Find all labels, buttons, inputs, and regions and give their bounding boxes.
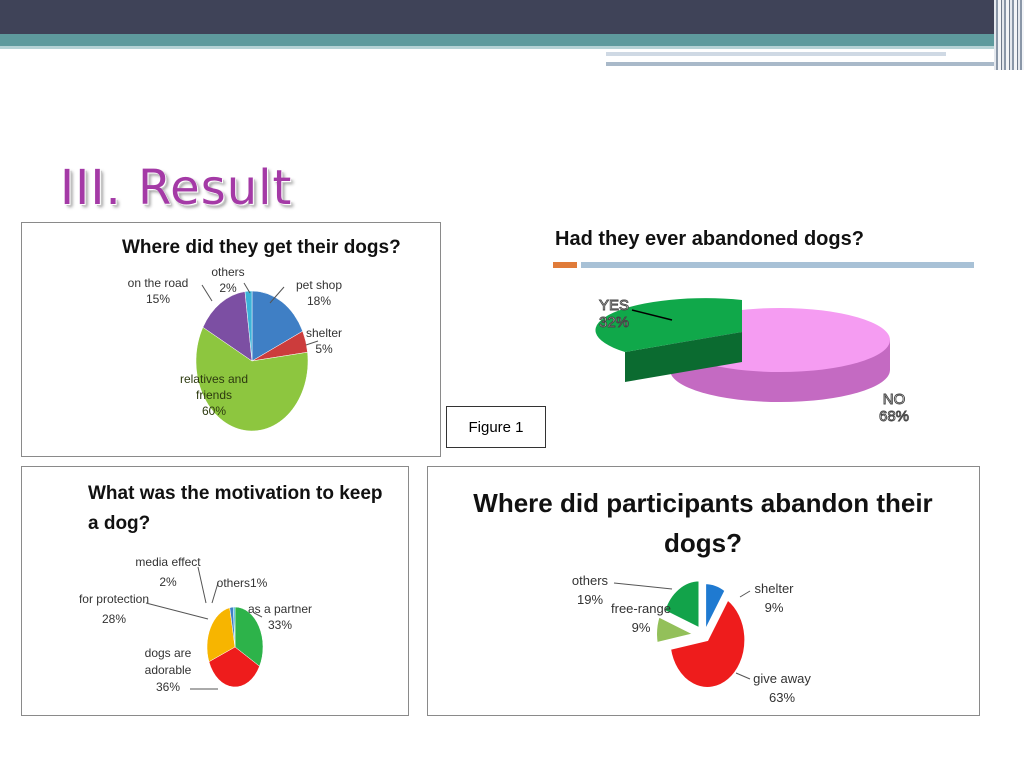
leader-line: [145, 602, 209, 620]
pie-slice-pet-shop: [251, 290, 303, 362]
chart-dog-source-panel: Where did they get their dogs? pet shop 1…: [21, 222, 441, 457]
leader-line: [197, 566, 207, 604]
slice-label-on-the-road: on the road 15%: [128, 276, 189, 306]
leader-line: [739, 590, 751, 598]
slice-label-others: others 19%: [572, 573, 609, 607]
pie-slice-yes-side: [625, 332, 742, 382]
pie-slice-others: [232, 606, 236, 648]
decorative-stripes: [994, 0, 1024, 70]
pie-slice-for-protection: [206, 607, 236, 663]
chart-motivation-panel: What was the motivation to keep a dog? a…: [21, 466, 409, 716]
pie-slice-shelter: [704, 582, 727, 632]
slice-label-give-away: give away 63%: [753, 671, 811, 705]
title-rule-blue: [581, 262, 974, 268]
pie-slice-give-away: [668, 597, 747, 689]
chart-abandon-title: Had they ever abandoned dogs?: [555, 228, 864, 250]
leader-line: [631, 309, 673, 321]
slide-title: III. Result: [60, 160, 293, 216]
chart-dog-source: pet shop 18% shelter 5% relatives and friends…: [128, 265, 342, 432]
pie-slice-others: [662, 579, 701, 631]
leader-line: [201, 284, 213, 302]
chart-abandon: YES 32% NO 68%: [595, 297, 909, 425]
leader-line: [305, 340, 319, 346]
slice-label-pet-shop: pet shop 18%: [296, 278, 342, 308]
accent-strip-lower: [606, 62, 1024, 66]
slice-label-media-effect: media effect 2%: [135, 555, 201, 589]
accent-strip-upper: [606, 52, 946, 56]
slice-label-free-range: free-range 9%: [611, 601, 671, 635]
chart-title: Where did they get their dogs?: [122, 237, 401, 258]
title-rule-orange: [553, 262, 577, 268]
slice-label-as-a-partner: as a partner 33%: [248, 602, 312, 632]
slice-label-shelter: shelter 9%: [754, 581, 794, 615]
leader-line: [269, 286, 285, 304]
pie-slice-yes: [595, 298, 742, 352]
slice-label-shelter: shelter 5%: [306, 326, 342, 356]
header-band: [0, 0, 1024, 34]
leader-line: [735, 672, 751, 680]
leader-line: [613, 582, 673, 590]
accent-band: [0, 34, 1024, 46]
chart-abandon-place-panel: Where did participants abandon their dog…: [427, 466, 980, 716]
chart-abandon-place: shelter 9% give away 63% free-range 9%others 1…: [572, 573, 811, 705]
slice-label-others: others 2%: [211, 265, 244, 295]
pie-slice-free-range: [655, 614, 697, 645]
slice-label-for-protection: for protection 28%: [79, 592, 149, 626]
leader-line: [243, 282, 251, 294]
figure-label: Figure 1: [446, 406, 546, 448]
slice-label-others: others1%: [217, 576, 268, 590]
slice-label-dogs-are-adorable: dogs are adorable 36%: [145, 646, 192, 694]
leader-line: [253, 612, 263, 618]
leader-line: [211, 582, 219, 604]
accent-line: [0, 46, 1024, 49]
pie-slice-as-a-partner: [234, 606, 264, 667]
chart-title: What was the motivation to keep a dog?: [88, 483, 383, 534]
chart-motivation: as a partner 33% dogs are adorable 36% for pr…: [79, 555, 312, 694]
pie-slice-on-the-road: [202, 291, 253, 362]
pie-slice-dogs-are-adorable: [208, 646, 260, 688]
slice-label-yes: YES 32%: [599, 297, 629, 331]
slice-label-relatives-and-friends: relatives and friends 60%: [180, 372, 248, 418]
pie-slice-relatives-and-friends: [195, 326, 309, 432]
slice-label-no: NO 68%: [879, 391, 909, 425]
chart-title: Where did participants abandon their dog…: [473, 488, 933, 558]
